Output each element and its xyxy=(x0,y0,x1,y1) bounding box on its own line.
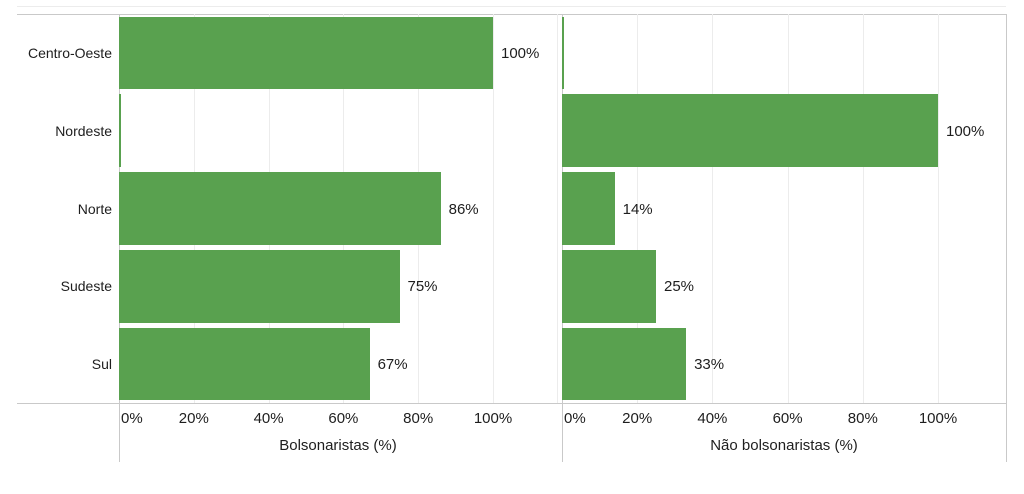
bar-value-label-nordeste-nao-bolsonaristas-: 100% xyxy=(946,122,985,140)
gridline-40 xyxy=(712,14,714,403)
bar-value-label-norte-bolsonaristas-: 86% xyxy=(448,200,479,218)
x-tick-bolsonaristas--40: 40% xyxy=(253,410,284,427)
category-label-sul: Sul xyxy=(91,356,112,373)
x-tick-nao-bolsonaristas--60: 60% xyxy=(772,410,803,427)
bar-value-label-centro-oeste-bolsonaristas-: 100% xyxy=(501,44,540,62)
gridline-80 xyxy=(862,14,864,403)
x-tick-bolsonaristas--20: 20% xyxy=(178,410,209,427)
axis-title-bolsonaristas: Bolsonaristas (%) xyxy=(279,437,397,454)
gridline-100 xyxy=(938,14,939,403)
gridline-100 xyxy=(493,14,494,403)
bar-value-label-sul-bolsonaristas-: 67% xyxy=(377,356,408,374)
category-label-sudeste: Sudeste xyxy=(60,278,112,295)
x-tick-nao-bolsonaristas--80: 80% xyxy=(847,410,878,427)
x-tick-nao-bolsonaristas--20: 20% xyxy=(622,410,653,427)
bar-value-label-sul-nao-bolsonaristas-: 33% xyxy=(694,356,725,374)
bar-centro-oeste-nao-bolsonaristas-[interactable] xyxy=(562,16,564,90)
x-axis-line xyxy=(17,403,1006,404)
bar-sudeste-bolsonaristas-[interactable] xyxy=(119,249,400,323)
plot-top-border xyxy=(17,14,1006,15)
bar-nordeste-bolsonaristas-[interactable] xyxy=(119,94,121,168)
x-tick-bolsonaristas--100: 100% xyxy=(473,410,513,427)
category-label-nordeste: Nordeste xyxy=(55,122,112,139)
bar-norte-bolsonaristas-[interactable] xyxy=(119,172,441,245)
right-outer-border xyxy=(1006,14,1007,462)
panel-nao-bolsonaristas: 100% 14% 25% 33% xyxy=(562,14,1006,403)
bar-sul-nao-bolsonaristas-[interactable] xyxy=(562,327,687,401)
x-tick-bolsonaristas--80: 80% xyxy=(403,410,434,427)
panel-bolsonaristas: 100% 86% 75% 67% xyxy=(119,14,557,403)
bar-sul-bolsonaristas-[interactable] xyxy=(119,327,370,401)
bar-value-label-sudeste-nao-bolsonaristas-: 25% xyxy=(664,278,695,296)
bar-norte-nao-bolsonaristas-[interactable] xyxy=(562,172,615,245)
x-tick-nao-bolsonaristas--0: 0% xyxy=(564,410,586,427)
x-tick-bolsonaristas--60: 60% xyxy=(328,410,359,427)
bar-value-label-norte-nao-bolsonaristas-: 14% xyxy=(622,200,653,218)
bar-nordeste-nao-bolsonaristas-[interactable] xyxy=(562,94,938,168)
x-tick-nao-bolsonaristas--40: 40% xyxy=(697,410,728,427)
x-tick-nao-bolsonaristas--100: 100% xyxy=(918,410,958,427)
left-panel-right-edge xyxy=(557,14,558,403)
bar-sudeste-nao-bolsonaristas-[interactable] xyxy=(562,249,656,323)
category-label-centro-oeste: Centro-Oeste xyxy=(27,44,112,61)
bar-value-label-sudeste-bolsonaristas-: 75% xyxy=(407,278,438,296)
outer-top-border xyxy=(17,6,1006,7)
gridline-60 xyxy=(787,14,789,403)
bar-centro-oeste-bolsonaristas-[interactable] xyxy=(119,16,493,90)
axis-title-nao-bolsonaristas: Não bolsonaristas (%) xyxy=(710,437,858,454)
gridline-20 xyxy=(637,14,639,403)
category-label-norte: Norte xyxy=(77,200,112,217)
x-tick-bolsonaristas--0: 0% xyxy=(121,410,143,427)
